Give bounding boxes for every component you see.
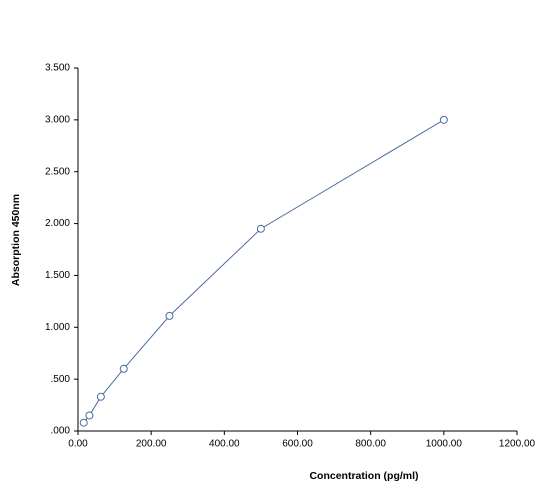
x-tick-label: 0.00	[68, 439, 88, 450]
data-point	[96, 392, 105, 401]
y-tick-label: 2.500	[45, 166, 70, 177]
y-tick-label: 3.000	[45, 114, 70, 125]
x-tick-label: 200.00	[136, 439, 167, 450]
data-point	[439, 115, 448, 124]
x-tick-label: 800.00	[355, 439, 386, 450]
y-tick-label: 3.500	[45, 63, 70, 74]
y-tick-label: .500	[51, 374, 71, 385]
y-tick-label: 1.000	[45, 322, 70, 333]
data-point	[165, 311, 174, 320]
data-point	[79, 418, 88, 427]
y-axis-title: Absorption 450nm	[10, 194, 22, 286]
data-point	[85, 411, 94, 420]
y-tick-label: .000	[51, 426, 71, 437]
data-line	[83, 119, 445, 424]
data-point	[119, 364, 128, 373]
y-tick-label: 1.500	[45, 270, 70, 281]
x-tick-label: 1000.00	[426, 439, 463, 450]
x-axis-title: Concentration (pg/ml)	[309, 470, 418, 482]
data-point	[256, 224, 265, 233]
x-tick-label: 1200.00	[499, 439, 536, 450]
x-tick-label: 400.00	[209, 439, 240, 450]
x-tick-label: 600.00	[282, 439, 313, 450]
y-tick-label: 2.000	[45, 218, 70, 229]
